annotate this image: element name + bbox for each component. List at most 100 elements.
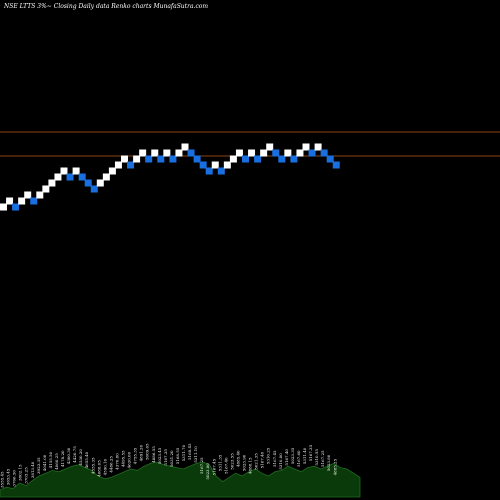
volume-label: 4885.25 <box>332 458 337 475</box>
volume-label: 5311.35 <box>217 454 222 471</box>
volume-label: 4060.25 <box>54 453 59 470</box>
renko-brick-up <box>266 143 274 151</box>
volume-label: 5167.40 <box>223 457 228 474</box>
renko-brick-up <box>139 149 147 157</box>
renko-brick-down <box>326 155 334 163</box>
volume-label: 4755.35 <box>133 447 138 464</box>
volume-label: 4486.25 <box>108 456 113 473</box>
renko-brick-down <box>320 149 328 157</box>
renko-brick-up <box>314 143 322 151</box>
volume-label: 4041.00 <box>42 454 47 471</box>
renko-brick-up <box>0 203 7 211</box>
volume-label: 5167.25 <box>199 457 204 474</box>
renko-brick-up <box>163 149 171 157</box>
volume-label: 5167.40 <box>284 449 289 466</box>
volume-label: 5167.35 <box>163 449 168 466</box>
renko-brick-up <box>96 179 104 187</box>
volume-label: 5023.55 <box>229 453 234 470</box>
volume-label: 4420.75 <box>72 446 77 463</box>
renko-brick-up <box>223 161 231 169</box>
volume-label: 5311.10 <box>193 446 198 463</box>
renko-brick-down <box>66 173 74 181</box>
volume-label: 4530.20 <box>78 449 83 466</box>
renko-brick-down <box>217 167 225 175</box>
volume-area-path <box>0 461 361 498</box>
renko-brick-up <box>48 179 56 187</box>
volume-label: 4620.00 <box>127 451 132 468</box>
volume-label: 5167.45 <box>211 458 216 475</box>
renko-brick-up <box>284 149 292 157</box>
volume-label: 5310.25 <box>266 447 271 464</box>
volume-label: 4886.55 <box>151 446 156 463</box>
volume-label: 5167.35 <box>308 444 313 461</box>
volume-label: 3923.35 <box>36 457 41 474</box>
renko-brick-down <box>290 155 298 163</box>
renko-brick-up <box>248 149 256 157</box>
renko-brick-down <box>127 161 135 169</box>
volume-label: 4555.35 <box>90 457 95 474</box>
volume-label: 4688.05 <box>96 460 101 477</box>
volume-label: 3653.45 <box>6 468 11 485</box>
volume-label: 5168.45 <box>187 443 192 460</box>
renko-brick-up <box>133 155 141 163</box>
volume-label: 3706.50 <box>12 470 17 487</box>
renko-brick-down <box>242 155 249 163</box>
volume-area <box>0 461 361 498</box>
volume-label: 5009.65 <box>145 443 150 460</box>
volume-label: 5167.40 <box>260 451 265 468</box>
volume-label: 5167.25 <box>320 450 325 467</box>
renko-brick-up <box>302 143 310 151</box>
renko-brick-down <box>205 167 213 175</box>
renko-brick-up <box>181 143 189 151</box>
volume-label: 4370.80 <box>114 453 119 470</box>
volume-label: 5023.80 <box>326 454 331 471</box>
renko-brick-down <box>169 155 177 163</box>
renko-brick-up <box>18 197 26 205</box>
renko-brick-down <box>90 185 98 193</box>
volume-label: 5167.60 <box>296 450 301 467</box>
renko-brick-up <box>54 173 62 181</box>
volume-label: 5311.70 <box>181 444 186 461</box>
renko-brick-down <box>332 161 340 169</box>
renko-brick-up <box>114 161 122 169</box>
renko-brick-down <box>30 197 38 205</box>
renko-brick-up <box>108 167 116 175</box>
renko-brick-up <box>102 173 110 181</box>
volume-label: 4495.55 <box>121 450 126 467</box>
renko-brick-down <box>84 179 92 187</box>
volume-label: 4300.30 <box>66 447 71 464</box>
volume-label: 5023.80 <box>205 463 210 480</box>
renko-brick-up <box>151 149 159 157</box>
renko-brick-down <box>308 149 316 157</box>
volume-label: 3555.45 <box>0 471 5 488</box>
renko-brick-down <box>145 155 153 163</box>
chart-title: NSE LTTS 3%~ Closing Daily data Renko ch… <box>3 3 208 10</box>
renko-brick-down <box>254 155 262 163</box>
volume-label: 4655.40 <box>84 451 89 468</box>
renko-brick-down <box>199 161 207 169</box>
renko-brick-up <box>235 149 243 157</box>
volume-label: 5311.40 <box>302 447 307 464</box>
renko-brick-up <box>121 155 128 163</box>
volume-label: 4891.20 <box>139 444 144 461</box>
renko-brick-up <box>60 167 68 175</box>
renko-bricks <box>0 143 340 211</box>
volume-label: 5031.20 <box>169 450 174 467</box>
volume-label: 4155.50 <box>48 451 53 468</box>
volume-label: 3802.15 <box>18 464 23 481</box>
renko-brick-up <box>211 161 219 169</box>
volume-label: 5310.80 <box>278 453 283 470</box>
renko-brick-down <box>272 149 280 157</box>
volume-label: 5167.45 <box>272 450 277 467</box>
volume-label: 4178.20 <box>60 450 65 467</box>
volume-label: 3705.25 <box>24 467 29 484</box>
volume-labels: 3555.45 3653.45 3706.50 3802.15 3705.25 3813.… <box>0 443 337 488</box>
renko-brick-down <box>157 155 165 163</box>
volume-label: 5310.55 <box>314 449 319 466</box>
renko-brick-up <box>175 149 183 157</box>
volume-label: 5023.45 <box>157 447 162 464</box>
renko-brick-up <box>260 149 268 157</box>
volume-label: 5021.35 <box>254 453 259 470</box>
